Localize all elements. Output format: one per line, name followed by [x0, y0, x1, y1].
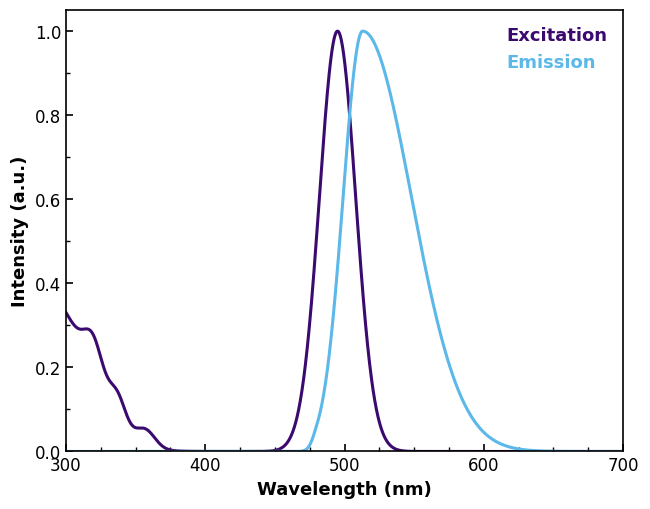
Y-axis label: Intensity (a.u.): Intensity (a.u.): [11, 156, 29, 307]
Legend: Excitation, Emission: Excitation, Emission: [499, 20, 614, 79]
X-axis label: Wavelength (nm): Wavelength (nm): [257, 480, 432, 498]
